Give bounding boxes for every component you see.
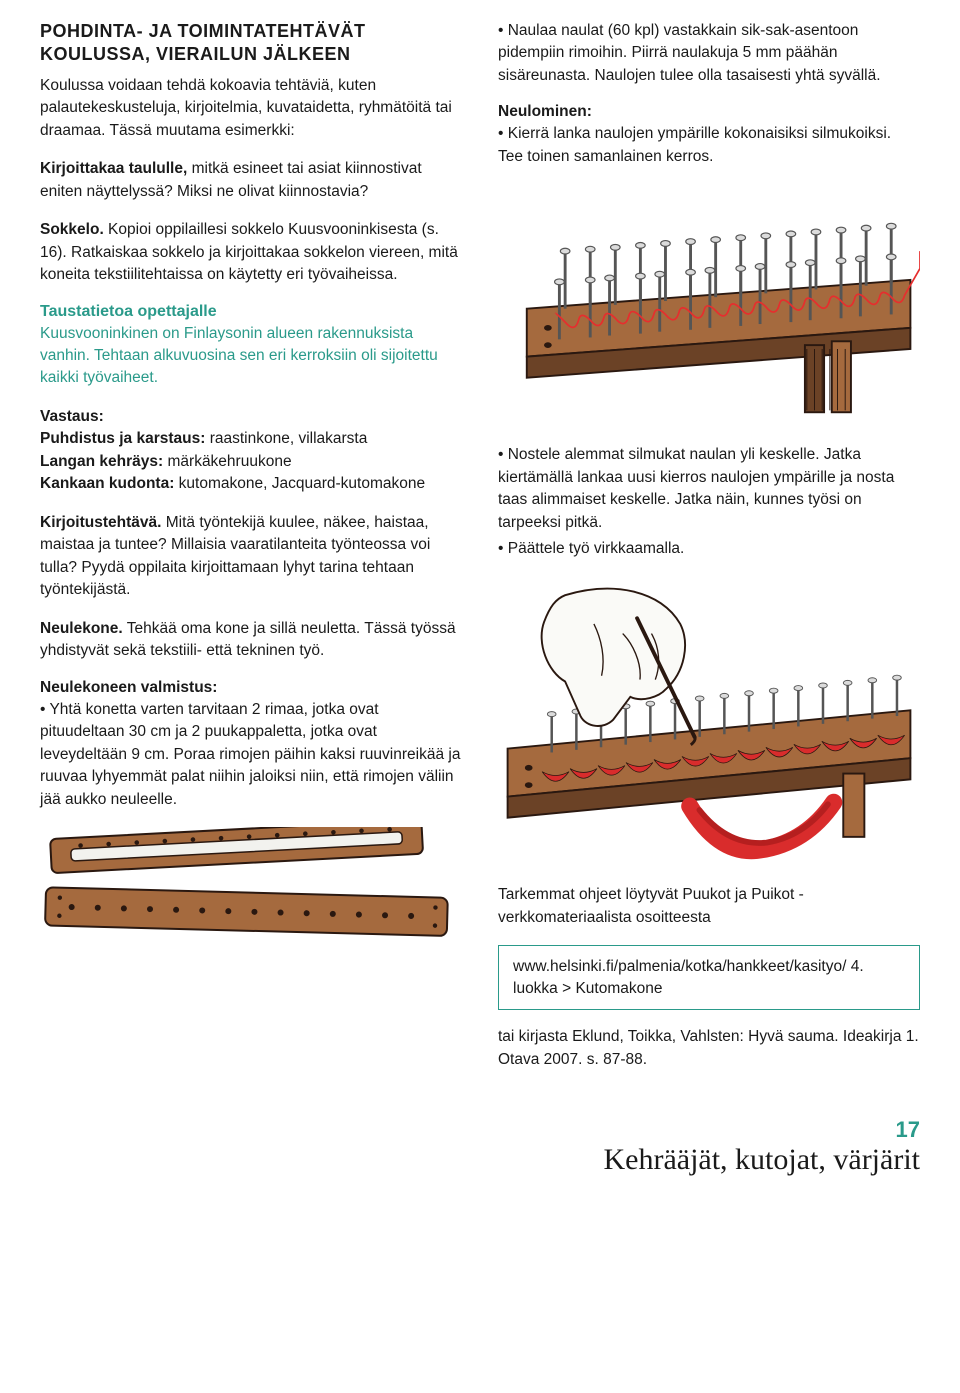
- valmistus-heading: Neulekoneen valmistus:: [40, 679, 462, 697]
- kirjoitustehtava-paragraph: Kirjoitustehtävä. Mitä työntekijä kuulee…: [40, 512, 462, 602]
- vastaus-label: Vastaus:: [40, 408, 104, 425]
- link-box: www.helsinki.fi/palmenia/kotka/hankkeet/…: [498, 945, 920, 1010]
- neulominen-heading: Neulominen:: [498, 103, 920, 121]
- sokkelo-label: Sokkelo.: [40, 221, 104, 238]
- document-page: POHDINTA- JA TOIMINTATEHTÄVÄT KOULUSSA, …: [0, 0, 960, 1207]
- right-column: • Naulaa naulat (60 kpl) vastakkain sik-…: [498, 20, 920, 1087]
- neulekone-paragraph: Neulekone. Tehkää oma kone ja sillä neul…: [40, 618, 462, 663]
- nostele-paragraph: • Nostele alemmat silmukat naulan yli ke…: [498, 444, 920, 534]
- valmistus-text: • Yhtä konetta varten tarvitaan 2 rimaa,…: [40, 699, 462, 811]
- kirjoitus-label: Kirjoitustehtävä.: [40, 514, 161, 531]
- two-column-layout: POHDINTA- JA TOIMINTATEHTÄVÄT KOULUSSA, …: [40, 20, 920, 1087]
- hand-needle-illustration: [498, 576, 920, 864]
- left-column: POHDINTA- JA TOIMINTATEHTÄVÄT KOULUSSA, …: [40, 20, 462, 1087]
- neulekone-label: Neulekone.: [40, 620, 123, 637]
- section-heading: POHDINTA- JA TOIMINTATEHTÄVÄT KOULUSSA, …: [40, 20, 462, 67]
- vastaus-line3-text: kutomakone, Jacquard-kutomakone: [174, 475, 425, 492]
- vastaus-line2-label: Langan kehräys:: [40, 453, 163, 470]
- strips-illustration: [40, 827, 462, 948]
- page-number: 17: [896, 1117, 920, 1143]
- vastaus-line1-text: raastinkone, villakarsta: [205, 430, 367, 447]
- neulominen-text: • Kierrä lanka naulojen ympärille kokona…: [498, 123, 920, 168]
- teacher-info-body: Kuusvooninkinen on Finlaysonin alueen ra…: [40, 323, 462, 390]
- kirjoittakaa-label: Kirjoittakaa taululle,: [40, 160, 187, 177]
- vastaus-line3-label: Kankaan kudonta:: [40, 475, 174, 492]
- loom-yarn-illustration: [498, 184, 920, 424]
- teacher-info-heading: Taustatietoa opettajalle: [40, 303, 462, 321]
- page-footer: 17 Kehrääjät, kutojat, värjärit: [40, 1117, 920, 1177]
- paattele-paragraph: • Päättele työ virkkaamalla.: [498, 538, 920, 560]
- sokkelo-paragraph: Sokkelo. Kopioi oppilaillesi sokkelo Kuu…: [40, 219, 462, 286]
- naulaa-paragraph: • Naulaa naulat (60 kpl) vastakkain sik-…: [498, 20, 920, 87]
- vastaus-line2-text: märkäkehruukone: [163, 453, 291, 470]
- vastaus-line1-label: Puhdistus ja karstaus:: [40, 430, 205, 447]
- kirja-text: tai kirjasta Eklund, Toikka, Vahlsten: H…: [498, 1026, 920, 1071]
- vastaus-block: Vastaus: Puhdistus ja karstaus: raastink…: [40, 406, 462, 496]
- tarkemmat-text: Tarkemmat ohjeet löytyvät Puukot ja Puik…: [498, 884, 920, 929]
- footer-title: Kehrääjät, kutojat, värjärit: [603, 1143, 920, 1177]
- kirjoittakaa-paragraph: Kirjoittakaa taululle, mitkä esineet tai…: [40, 158, 462, 203]
- intro-paragraph: Koulussa voidaan tehdä kokoavia tehtäviä…: [40, 75, 462, 142]
- link-text: www.helsinki.fi/palmenia/kotka/hankkeet/…: [513, 958, 864, 997]
